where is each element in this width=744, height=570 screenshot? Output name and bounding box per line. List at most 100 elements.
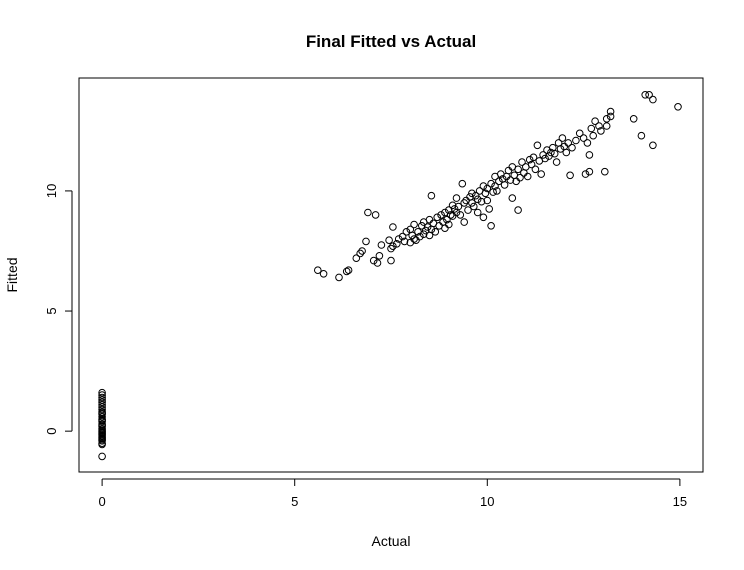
data-point: [575, 129, 584, 138]
data-point: [98, 412, 106, 421]
data-point: [529, 153, 538, 162]
data-point: [583, 139, 592, 147]
data-point: [412, 236, 420, 244]
data-point: [562, 148, 571, 157]
data-point: [585, 151, 594, 159]
data-point: [479, 213, 488, 222]
x-axis-label: Actual: [372, 533, 411, 549]
data-point: [98, 437, 106, 445]
data-point: [398, 232, 407, 241]
data-point: [473, 195, 482, 204]
data-point: [523, 172, 532, 181]
data-point: [458, 179, 467, 188]
data-point: [344, 266, 353, 275]
data-point: [445, 206, 453, 214]
data-point: [493, 187, 501, 195]
data-point: [468, 189, 476, 198]
data-point: [445, 220, 453, 229]
data-point: [98, 398, 106, 407]
data-point: [443, 215, 451, 224]
y-axis: 0 5 10: [44, 184, 73, 435]
data-point: [98, 396, 106, 404]
data-point: [450, 205, 459, 213]
data-point: [460, 199, 469, 207]
data-point: [564, 139, 573, 147]
data-point: [477, 197, 486, 206]
data-point: [539, 151, 547, 159]
data-point: [387, 244, 395, 253]
data-point: [533, 141, 542, 150]
data-point: [595, 122, 603, 130]
data-point: [98, 400, 106, 409]
x-tick-label: 15: [673, 494, 687, 509]
data-point: [408, 231, 417, 240]
data-point: [362, 237, 370, 246]
data-point: [319, 270, 328, 278]
data-point: [537, 170, 546, 178]
data-point: [473, 208, 482, 217]
data-point: [514, 165, 522, 174]
data-point: [516, 173, 524, 182]
data-point: [491, 182, 499, 190]
data-point: [371, 211, 380, 219]
data-point: [375, 252, 384, 260]
data-point: [98, 452, 106, 461]
data-point: [425, 215, 434, 224]
data-point: [452, 194, 461, 202]
data-point: [483, 196, 492, 205]
data-point: [587, 124, 596, 133]
data-point: [558, 134, 567, 142]
data-point: [423, 223, 432, 231]
data-point: [487, 179, 495, 188]
data-point: [479, 182, 488, 190]
y-tick-label: 0: [44, 428, 59, 435]
data-point: [602, 115, 611, 123]
data-point: [581, 170, 590, 178]
data-point: [500, 181, 509, 189]
data-point: [393, 240, 401, 248]
data-point: [352, 254, 361, 263]
data-point: [448, 201, 457, 210]
data-point: [641, 91, 650, 99]
y-axis-label: Fitted: [4, 257, 20, 292]
data-point: [597, 127, 605, 135]
data-point: [468, 199, 476, 207]
data-point: [98, 417, 106, 426]
data-point: [470, 202, 478, 211]
data-point: [637, 131, 646, 140]
data-point: [402, 228, 411, 236]
data-point: [629, 115, 638, 123]
data-point: [531, 165, 540, 174]
data-point: [649, 141, 657, 150]
data-point: [389, 223, 397, 231]
plot-frame: [78, 77, 704, 473]
data-point: [98, 410, 106, 419]
data-point: [385, 236, 393, 244]
data-point: [98, 393, 106, 402]
data-point: [369, 256, 378, 265]
data-point: [572, 136, 580, 145]
data-point: [606, 107, 615, 116]
data-point: [335, 273, 343, 282]
x-tick-label: 0: [98, 494, 105, 509]
data-point: [527, 160, 536, 169]
data-point: [98, 403, 106, 411]
x-axis: 0 5 10 15: [98, 478, 687, 509]
data-point: [416, 232, 424, 241]
data-point: [589, 131, 598, 140]
data-point: [591, 117, 599, 125]
data-point: [566, 171, 574, 180]
data-point: [98, 422, 106, 431]
data-point: [518, 158, 526, 166]
data-point: [602, 122, 611, 130]
data-point: [601, 167, 609, 176]
data-point: [547, 148, 555, 157]
data-point: [437, 211, 445, 219]
y-tick-label: 10: [44, 184, 59, 198]
data-point: [356, 249, 365, 258]
data-point: [421, 226, 430, 235]
data-point: [541, 154, 549, 163]
data-point: [464, 206, 472, 214]
data-point: [418, 222, 426, 230]
